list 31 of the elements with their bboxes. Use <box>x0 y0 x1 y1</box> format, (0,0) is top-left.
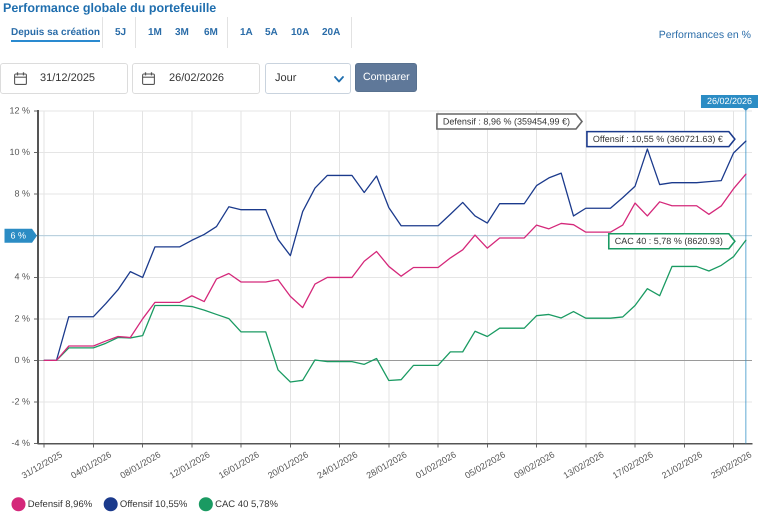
text: 3M <box>175 27 189 38</box>
ref-line-label: 26/02/2026 <box>706 96 752 106</box>
text: 1A <box>240 27 253 38</box>
dropdown-field: Jour <box>265 63 351 94</box>
annotation: CAC 40 : 5,78 % (8620.93) <box>614 236 723 246</box>
ref-line-label: 6 % <box>10 230 26 241</box>
legend-label: Offensif 10,55% <box>120 498 188 510</box>
text: Comparer <box>363 71 410 83</box>
y-tick-label: 10 % <box>9 147 30 158</box>
text: 5A <box>265 27 278 38</box>
text: Depuis sa création <box>11 27 100 42</box>
legend-label: Defensif 8,96% <box>28 498 93 510</box>
date-field: 26/02/2026 <box>132 63 260 94</box>
date-field: 31/12/2025 <box>0 63 128 94</box>
y-tick-label: 0 % <box>14 354 30 365</box>
y-tick-label: -4 % <box>11 438 30 448</box>
y-tick-label: 4 % <box>14 272 30 282</box>
text: 10A <box>291 27 310 38</box>
text: 5J <box>115 27 126 38</box>
y-tick-label: -2 % <box>11 396 30 406</box>
legend-label: CAC 40 5,78% <box>215 498 278 510</box>
annotation: Defensif : 8,96 % (359454,99 €) <box>442 116 570 126</box>
chart-title: Performance globale du portefeuille <box>3 1 216 15</box>
y-tick-label: 8 % <box>14 188 30 199</box>
y-tick-label: 2 % <box>14 313 30 324</box>
text: 1M <box>148 27 162 38</box>
annotation: Offensif : 10,55 % (360721.63) € <box>592 134 723 144</box>
text: 20A <box>322 27 340 38</box>
text: 6M <box>204 27 218 38</box>
text: Performances en % <box>658 29 751 41</box>
y-tick-label: 12 % <box>9 105 30 116</box>
